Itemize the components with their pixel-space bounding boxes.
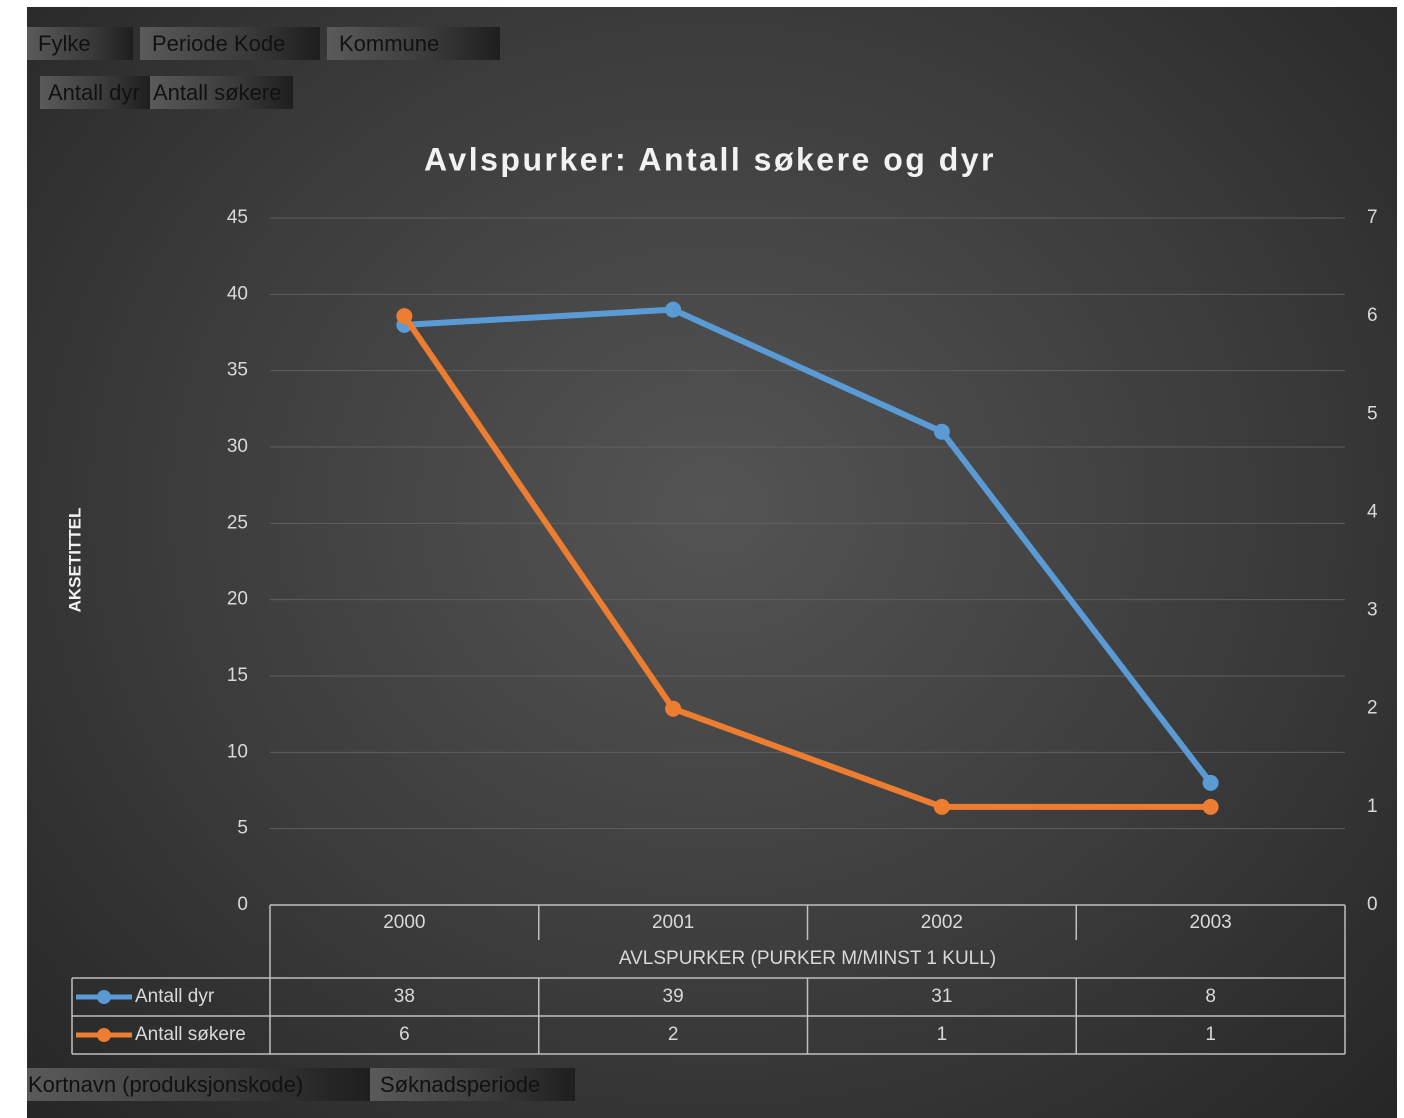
marker — [1202, 798, 1219, 815]
x-tick-label: 2000 — [383, 912, 425, 933]
table-value: 1 — [937, 1024, 948, 1045]
y2-tick-label: 4 — [1367, 501, 1378, 522]
series-line — [401, 313, 1214, 810]
legend-marker — [97, 990, 111, 1004]
marker — [665, 700, 682, 717]
y-tick-label: 45 — [227, 207, 248, 228]
y2-tick-label: 2 — [1367, 698, 1378, 719]
y2-tick-label: 5 — [1367, 403, 1378, 424]
x-tick-label: 2002 — [921, 912, 963, 933]
x-tick-label: 2001 — [652, 912, 694, 933]
y2-tick-label: 3 — [1367, 600, 1378, 621]
y-tick-label: 30 — [227, 436, 248, 457]
marker — [665, 301, 682, 318]
y-tick-label: 35 — [227, 360, 248, 381]
axis-button[interactable]: Kortnavn (produksjonskode) — [27, 1068, 370, 1101]
filter-button[interactable]: Kommune — [327, 27, 500, 60]
y2-tick-label: 6 — [1367, 305, 1378, 326]
filter-button[interactable]: Periode Kode — [140, 27, 320, 60]
x-tick-label: 2003 — [1189, 912, 1231, 933]
y2-tick-label: 7 — [1367, 207, 1378, 228]
chart: Avlspurker: Antall søkere og dyr AKSETIT… — [65, 141, 1378, 1055]
series-line — [401, 306, 1214, 786]
y-tick-label: 40 — [227, 283, 248, 304]
value-button[interactable]: Antall søkere — [150, 76, 293, 109]
y-tick-label: 0 — [237, 894, 248, 915]
y-tick-label: 10 — [227, 741, 248, 762]
table-value: 1 — [1205, 1024, 1216, 1045]
x-axis-title: AVLSPURKER (PURKER M/MINST 1 KULL) — [619, 948, 996, 969]
y-tick-label: 20 — [227, 589, 248, 610]
table-value: 2 — [668, 1024, 679, 1045]
y-axis-title: AKSETITTEL — [65, 508, 84, 613]
y-tick-label: 15 — [227, 665, 248, 686]
y2-tick-label: 1 — [1367, 796, 1378, 817]
table-value: 31 — [931, 986, 952, 1007]
chart-area: Fylke Periode Kode Kommune Antall dyr An… — [27, 7, 1397, 1118]
marker — [933, 798, 950, 815]
table-value: 6 — [399, 1024, 410, 1045]
y2-tick-label: 0 — [1367, 894, 1378, 915]
marker — [396, 308, 413, 325]
legend-marker — [97, 1028, 111, 1042]
axis-button[interactable]: Søknadsperiode — [370, 1068, 575, 1101]
legend-label: Antall søkere — [135, 1024, 246, 1045]
table-value: 39 — [663, 986, 684, 1007]
value-button[interactable]: Antall dyr — [40, 76, 150, 109]
table-value: 8 — [1205, 986, 1216, 1007]
chart-title: Avlspurker: Antall søkere og dyr — [424, 141, 996, 177]
marker — [1202, 774, 1219, 791]
filter-button[interactable]: Fylke — [27, 27, 133, 60]
table-value: 38 — [394, 986, 415, 1007]
y-tick-label: 5 — [237, 818, 248, 839]
marker — [933, 423, 950, 440]
y-tick-label: 25 — [227, 512, 248, 533]
legend-label: Antall dyr — [135, 986, 215, 1007]
